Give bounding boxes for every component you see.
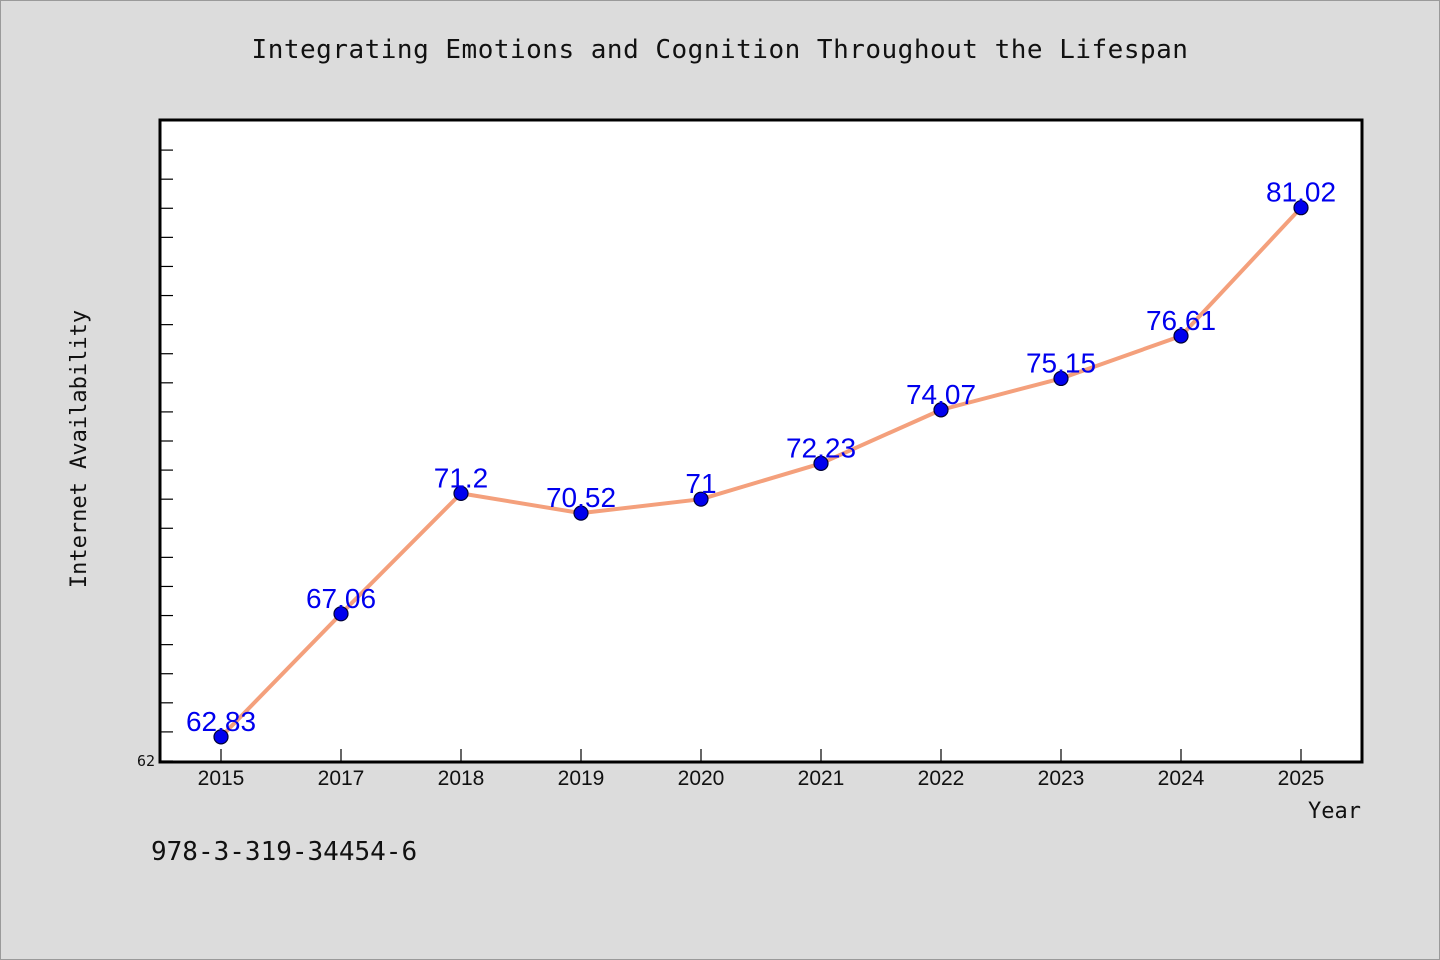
data-point: [333, 606, 349, 622]
data-label: 72.23: [786, 432, 856, 463]
x-tick-label: 2015: [198, 767, 245, 790]
data-point: [453, 485, 469, 501]
x-tick-label: 2023: [1038, 767, 1085, 790]
data-label: 70.52: [546, 482, 616, 513]
x-tick-label: 2020: [678, 767, 725, 790]
data-label: 67.06: [306, 583, 376, 614]
y-axis-ticks: 62: [137, 149, 173, 770]
data-point: [573, 505, 589, 521]
x-tick-label: 2017: [318, 767, 365, 790]
series-line-group: [219, 205, 1303, 739]
data-label: 75.15: [1026, 347, 1096, 378]
y-axis-label: Internet Availability: [67, 310, 92, 588]
x-tick-label: 2019: [558, 767, 605, 790]
data-point: [1293, 200, 1309, 216]
data-label: 71: [685, 468, 716, 499]
data-labels: 62.83 67.06 71.2 70.52 71 72.23 74.07 75.15 76.6…: [186, 177, 1336, 737]
data-markers: [213, 200, 1309, 745]
data-point: [813, 455, 829, 471]
x-tick-label: 2024: [1158, 767, 1205, 790]
data-label: 81.02: [1266, 177, 1336, 208]
data-label: 71.2: [434, 462, 489, 493]
chart-title: Integrating Emotions and Cognition Throu…: [251, 35, 1189, 65]
data-label: 62.83: [186, 706, 256, 737]
plot-area: [158, 118, 1364, 764]
data-point: [693, 491, 709, 507]
x-axis-label: Year: [1308, 799, 1361, 824]
x-tick-label: 2022: [918, 767, 965, 790]
data-label: 74.07: [906, 379, 976, 410]
y-tick-label: 62: [137, 752, 155, 770]
x-axis-ticks: 2015 2017 2018 2019 2020 2021 2022 2023 2024 2025: [198, 749, 1325, 790]
data-point: [933, 402, 949, 418]
x-tick-label: 2018: [438, 767, 485, 790]
data-label: 76.61: [1146, 305, 1216, 336]
x-tick-label: 2021: [798, 767, 845, 790]
x-tick-label: 2025: [1278, 767, 1325, 790]
series-line: [219, 205, 1303, 739]
data-point: [213, 729, 229, 745]
data-point: [1053, 370, 1069, 387]
isbn-code: 978-3-319-34454-6: [151, 837, 418, 867]
data-point: [1173, 328, 1189, 344]
